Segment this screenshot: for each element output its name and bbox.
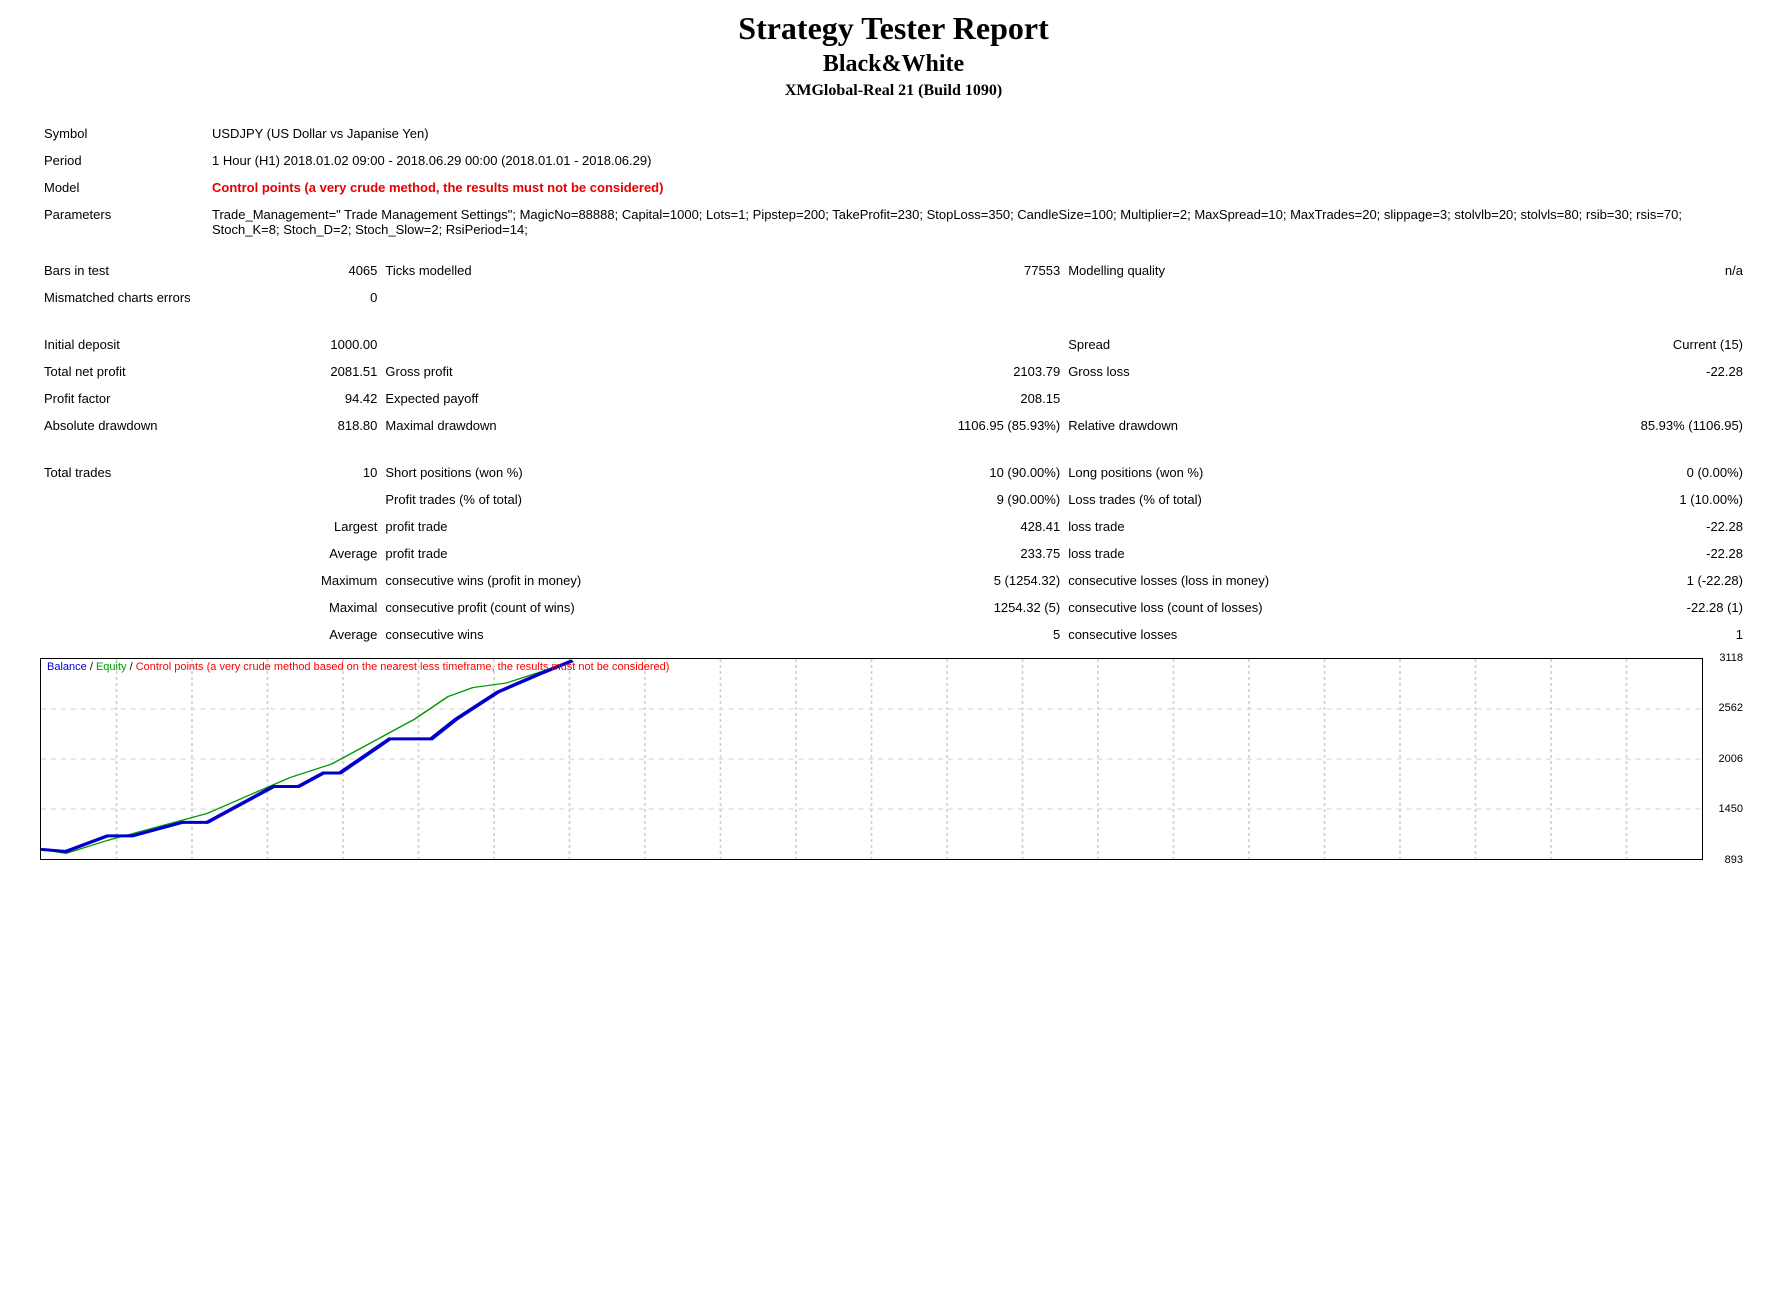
maximal-cons-loss-label: consecutive loss (count of losses) [1064,594,1506,621]
report-header: Strategy Tester Report Black&White XMGlo… [40,10,1747,100]
avg-cons-wins-label: consecutive wins [381,621,823,648]
total-trades-label: Total trades [40,459,261,486]
abs-drawdown-value: 818.80 [261,412,381,439]
equity-chart: Balance / Equity / Control points (a ver… [40,658,1703,860]
largest-loss-value: -22.28 [1506,513,1747,540]
stats-table: Bars in test 4065 Ticks modelled 77553 M… [40,257,1747,648]
report-server: XMGlobal-Real 21 (Build 1090) [40,82,1747,100]
legend-balance: Balance [47,661,87,673]
gross-profit-value: 2103.79 [823,358,1064,385]
max-cons-wins-label: consecutive wins (profit in money) [381,567,823,594]
bars-in-test-label: Bars in test [40,257,261,284]
maximal-cons-profit-label: consecutive profit (count of wins) [381,594,823,621]
report-subtitle: Black&White [40,51,1747,78]
maximal-cons-loss-value: -22.28 (1) [1506,594,1747,621]
initial-deposit-label: Initial deposit [40,331,261,358]
total-net-profit-label: Total net profit [40,358,261,385]
modelling-quality-label: Modelling quality [1064,257,1506,284]
maximal-label: Maximal [261,594,381,621]
long-pos-label: Long positions (won %) [1064,459,1506,486]
period-label: Period [40,147,208,174]
report-title: Strategy Tester Report [40,10,1747,47]
max-cons-losses-value: 1 (-22.28) [1506,567,1747,594]
legend-equity: Equity [96,661,127,673]
gross-loss-value: -22.28 [1506,358,1747,385]
loss-trades-label: Loss trades (% of total) [1064,486,1506,513]
avg-loss-value: -22.28 [1506,540,1747,567]
avg2-label: Average [261,621,381,648]
profit-factor-value: 94.42 [261,385,381,412]
profit-trades-label: Profit trades (% of total) [381,486,823,513]
short-pos-label: Short positions (won %) [381,459,823,486]
y-tick: 1450 [1719,803,1743,815]
chart-legend: Balance / Equity / Control points (a ver… [47,661,669,673]
largest-loss-label: loss trade [1064,513,1506,540]
long-pos-value: 0 (0.00%) [1506,459,1747,486]
avg-profit-value: 233.75 [823,540,1064,567]
y-tick: 2562 [1719,702,1743,714]
expected-payoff-label: Expected payoff [381,385,823,412]
mismatched-value: 0 [261,284,381,311]
modelling-quality-value: n/a [1506,257,1747,284]
model-label: Model [40,174,208,201]
y-tick: 3118 [1719,652,1743,664]
parameters-label: Parameters [40,201,208,243]
gross-profit-label: Gross profit [381,358,823,385]
abs-drawdown-label: Absolute drawdown [40,412,261,439]
chart-y-axis: 8931450200625623118 [1707,658,1743,860]
avg-cons-wins-value: 5 [823,621,1064,648]
avg-cons-losses-value: 1 [1506,621,1747,648]
max-cons-wins-value: 5 (1254.32) [823,567,1064,594]
ticks-modelled-label: Ticks modelled [381,257,823,284]
symbol-value: USDJPY (US Dollar vs Japanise Yen) [208,120,1747,147]
max-drawdown-label: Maximal drawdown [381,412,823,439]
ticks-modelled-value: 77553 [823,257,1064,284]
y-tick: 893 [1725,854,1743,866]
spread-label: Spread [1064,331,1506,358]
profit-factor-label: Profit factor [40,385,261,412]
largest-label: Largest [261,513,381,540]
period-value: 1 Hour (H1) 2018.01.02 09:00 - 2018.06.2… [208,147,1747,174]
maximum-label: Maximum [261,567,381,594]
profit-trades-value: 9 (90.00%) [823,486,1064,513]
loss-trades-value: 1 (10.00%) [1506,486,1747,513]
rel-drawdown-label: Relative drawdown [1064,412,1506,439]
equity-chart-container: Balance / Equity / Control points (a ver… [40,658,1703,860]
spread-value: Current (15) [1506,331,1747,358]
total-net-profit-value: 2081.51 [261,358,381,385]
chart-svg [41,659,1702,859]
largest-profit-label: profit trade [381,513,823,540]
bars-in-test-value: 4065 [261,257,381,284]
expected-payoff-value: 208.15 [823,385,1064,412]
avg-profit-label: profit trade [381,540,823,567]
average-label: Average [261,540,381,567]
rel-drawdown-value: 85.93% (1106.95) [1506,412,1747,439]
legend-sep2: / [127,661,136,673]
mismatched-label: Mismatched charts errors [40,284,261,311]
symbol-label: Symbol [40,120,208,147]
legend-sep1: / [87,661,96,673]
top-info-table: Symbol USDJPY (US Dollar vs Japanise Yen… [40,120,1747,243]
largest-profit-value: 428.41 [823,513,1064,540]
initial-deposit-value: 1000.00 [261,331,381,358]
legend-note: Control points (a very crude method base… [136,661,670,673]
y-tick: 2006 [1719,753,1743,765]
max-drawdown-value: 1106.95 (85.93%) [823,412,1064,439]
avg-loss-label: loss trade [1064,540,1506,567]
gross-loss-label: Gross loss [1064,358,1506,385]
short-pos-value: 10 (90.00%) [823,459,1064,486]
max-cons-losses-label: consecutive losses (loss in money) [1064,567,1506,594]
parameters-value: Trade_Management=" Trade Management Sett… [208,201,1747,243]
avg-cons-losses-label: consecutive losses [1064,621,1506,648]
total-trades-value: 10 [261,459,381,486]
maximal-cons-profit-value: 1254.32 (5) [823,594,1064,621]
model-value: Control points (a very crude method, the… [208,174,1747,201]
